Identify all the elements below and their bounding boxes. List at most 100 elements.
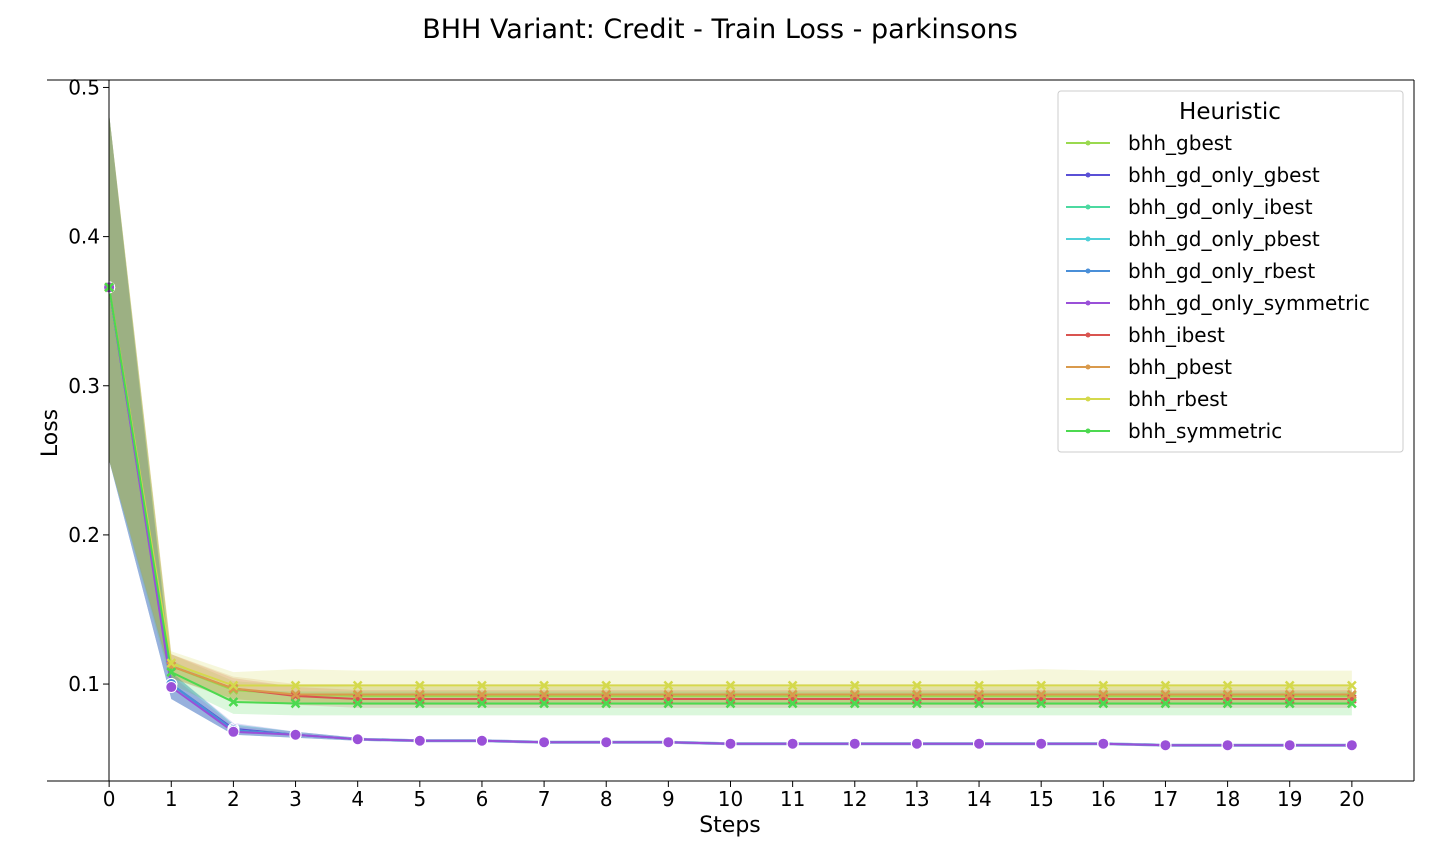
bhh-pbest-point <box>1284 689 1295 700</box>
bhh-symmetric-point <box>539 698 549 709</box>
bhh-gd-only-symmetric-point <box>848 737 861 750</box>
bhh-pbest-point <box>1222 689 1233 700</box>
x-axis-label: Steps <box>699 813 761 838</box>
bhh-rbest-point <box>912 680 922 691</box>
x-tick-label: 2 <box>227 787 240 811</box>
bhh-rbest-point <box>601 680 612 691</box>
plot-area <box>103 114 1358 752</box>
x-ticks: 0 1 2 3 4 5 6 7 8 9 10 11 12 13 14 15 16 17 18 19 20 <box>103 781 1365 811</box>
bhh-gd-only-symmetric-point <box>600 736 613 749</box>
bhh-symmetric-point <box>1036 698 1047 709</box>
bhh-gd-only-symmetric-point <box>786 737 799 750</box>
legend-swatch-marker <box>1085 268 1091 274</box>
bhh-symmetric-point <box>849 698 860 709</box>
legend-label: bhh_pbest <box>1128 355 1232 379</box>
bhh-pbest-point <box>1160 689 1171 700</box>
bhh-pbest-point <box>974 689 984 700</box>
y-tick-label: 0.2 <box>68 523 100 547</box>
legend-label: bhh_gd_only_gbest <box>1128 163 1320 187</box>
y-tick-label: 0.4 <box>68 225 100 249</box>
legend-swatch-marker <box>1085 236 1091 242</box>
x-tick-label: 5 <box>413 787 426 811</box>
legend-item-bhh-gd-only-pbest: bhh_gd_only_pbest <box>1066 227 1320 251</box>
bhh-pbest-point <box>477 689 487 700</box>
chart-title: BHH Variant: Credit - Train Loss - parki… <box>422 14 1018 45</box>
bhh-rbest-point <box>1098 680 1109 691</box>
bhh-symmetric-point <box>1346 698 1357 709</box>
x-tick-label: 16 <box>1091 787 1116 811</box>
bhh-rbest-point <box>290 680 301 691</box>
legend-swatch-marker <box>1085 300 1091 306</box>
bhh-pbest-point <box>725 689 736 700</box>
bhh-gd-only-symmetric-point <box>662 736 675 749</box>
bhh-rbest-point <box>539 680 549 691</box>
bhh-gd-only-symmetric-point <box>289 728 302 741</box>
legend-label: bhh_gd_only_symmetric <box>1128 291 1370 315</box>
legend-item-bhh-gd-only-rbest: bhh_gd_only_rbest <box>1066 259 1315 283</box>
bhh-symmetric-point <box>166 667 177 678</box>
legend-items: bhh_gbest bhh_gd_only_gbest bhh_gd_only_ib… <box>1066 131 1370 443</box>
x-tick-label: 6 <box>476 787 489 811</box>
x-tick-label: 11 <box>780 787 805 811</box>
bhh-symmetric-point <box>414 698 425 709</box>
bhh-gd-only-symmetric-point <box>910 737 923 750</box>
x-tick-label: 14 <box>966 787 991 811</box>
bhh-gd-only-symmetric-point <box>351 733 364 746</box>
series-markers <box>103 281 1358 752</box>
bhh-pbest-point <box>414 689 425 700</box>
bhh-gd-only-symmetric-point <box>538 736 551 749</box>
legend-label: bhh_gd_only_rbest <box>1128 259 1315 283</box>
bhh-pbest-point <box>1346 689 1357 700</box>
x-tick-label: 13 <box>904 787 929 811</box>
bhh-symmetric-point <box>787 698 798 709</box>
bhh-gd-only-symmetric-point <box>227 725 240 738</box>
bhh-symmetric-point <box>352 698 363 709</box>
x-tick-label: 7 <box>538 787 551 811</box>
bhh-gd-only-symmetric-point <box>1035 737 1048 750</box>
bhh-symmetric-point <box>1160 698 1171 709</box>
bhh-symmetric-point <box>1098 698 1109 709</box>
x-tick-label: 19 <box>1277 787 1302 811</box>
x-tick-label: 4 <box>351 787 364 811</box>
legend-swatch-marker <box>1085 204 1091 210</box>
legend-item-bhh-gd-only-symmetric: bhh_gd_only_symmetric <box>1066 291 1370 315</box>
bhh-pbest-point <box>228 683 239 694</box>
x-tick-label: 9 <box>662 787 675 811</box>
bhh-pbest-point <box>1036 689 1047 700</box>
legend-item-bhh-rbest: bhh_rbest <box>1066 387 1228 411</box>
bhh-gd-only-symmetric-point <box>1097 737 1110 750</box>
x-tick-label: 12 <box>842 787 867 811</box>
x-tick-label: 20 <box>1339 787 1364 811</box>
legend-swatch-marker <box>1085 172 1091 178</box>
bhh-symmetric-point <box>290 698 301 709</box>
x-tick-label: 10 <box>718 787 743 811</box>
x-tick-label: 1 <box>165 787 178 811</box>
bhh-rbest-point <box>663 680 674 691</box>
bhh-symmetric-point <box>974 698 984 709</box>
bhh-pbest-point <box>663 689 674 700</box>
bhh-rbest-point <box>1160 680 1171 691</box>
bhh-symmetric-point <box>912 698 922 709</box>
legend-label: bhh_gd_only_pbest <box>1128 227 1320 251</box>
bhh-pbest-point <box>787 689 798 700</box>
bhh-rbest-point <box>725 680 736 691</box>
bhh-rbest-point <box>228 680 239 691</box>
legend-item-bhh-pbest: bhh_pbest <box>1066 355 1232 379</box>
bhh-gd-only-symmetric-point <box>165 681 178 694</box>
bhh-symmetric-point <box>1222 698 1233 709</box>
x-tick-label: 18 <box>1215 787 1240 811</box>
legend-swatch-marker <box>1085 428 1091 434</box>
x-tick-label: 17 <box>1153 787 1178 811</box>
y-tick-label: 0.1 <box>68 672 100 696</box>
y-tick-label: 0.3 <box>68 374 100 398</box>
bhh-gd-only-symmetric-point <box>724 737 737 750</box>
bhh-rbest-point <box>1036 680 1047 691</box>
bhh-gd-only-symmetric-point <box>1221 739 1234 752</box>
bhh-symmetric-point <box>725 698 736 709</box>
legend-item-bhh-ibest: bhh_ibest <box>1066 323 1225 347</box>
bhh-rbest-point <box>974 680 984 691</box>
bhh-rbest-point <box>414 680 425 691</box>
legend-item-bhh-gd-only-ibest: bhh_gd_only_ibest <box>1066 195 1313 219</box>
bhh-pbest-point <box>849 689 860 700</box>
